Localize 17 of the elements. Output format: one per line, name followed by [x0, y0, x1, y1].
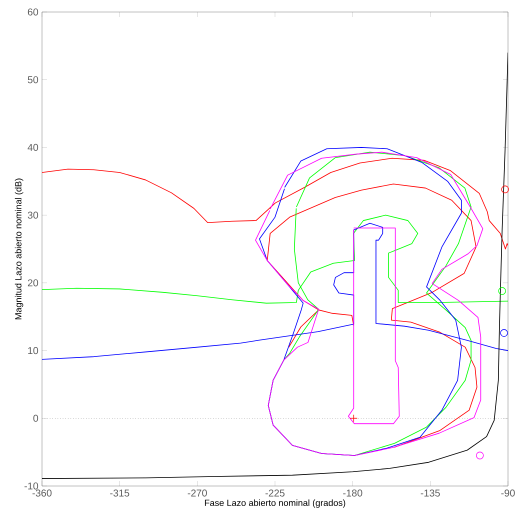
x-axis-title: Fase Lazo abierto nominal (grados): [204, 499, 346, 508]
y-tick-label: 40: [28, 144, 38, 151]
x-tick-label: -270: [188, 490, 207, 497]
x-tick-label: -90: [501, 490, 515, 497]
x-tick-label: -225: [265, 490, 285, 497]
y-tick-label: 60: [28, 8, 38, 16]
y-tick-label: 30: [28, 212, 38, 219]
y-axis-title: Magnitud Lazo abierto nominal (dB): [14, 178, 24, 320]
y-tick-label: 20: [28, 279, 38, 286]
y-tick-label: 50: [28, 76, 38, 84]
x-tick-label: -180: [343, 490, 362, 497]
x-tick-label: -360: [32, 490, 52, 497]
y-tick-label: 10: [28, 347, 38, 354]
y-tick-label: 0: [33, 414, 38, 422]
y-tick-label: -10: [24, 482, 38, 490]
x-tick-label: -135: [420, 490, 440, 497]
x-tick-label: -315: [110, 490, 130, 497]
